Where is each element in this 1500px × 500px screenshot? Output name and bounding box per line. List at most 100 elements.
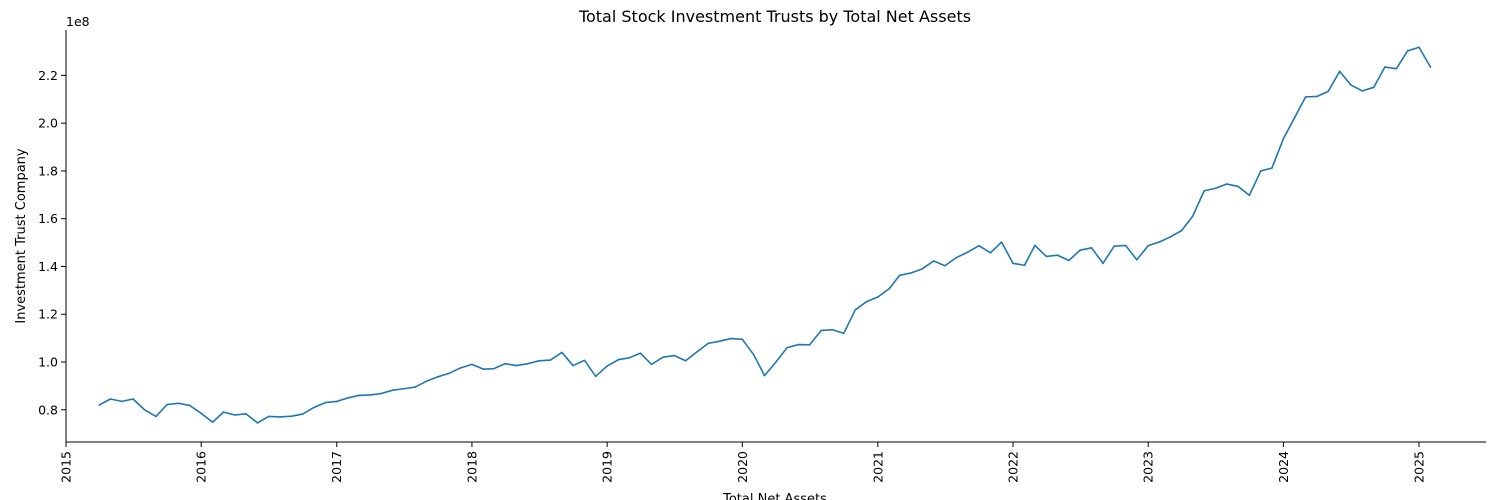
x-tick-label: 2024 xyxy=(1276,451,1291,483)
data-point xyxy=(188,404,191,407)
data-point xyxy=(143,408,146,411)
data-point xyxy=(572,364,574,367)
x-tick-label: 2023 xyxy=(1141,451,1156,483)
data-point xyxy=(211,421,214,423)
data-point xyxy=(808,343,811,346)
data-point xyxy=(865,301,868,303)
data-point xyxy=(944,264,946,267)
data-point xyxy=(402,387,405,390)
data-point xyxy=(98,404,101,406)
y-tick-label: 1.2 xyxy=(38,307,58,322)
data-point xyxy=(1372,86,1375,89)
data-point xyxy=(290,415,293,418)
data-point xyxy=(301,413,304,415)
data-point xyxy=(786,346,788,349)
x-tick-label: 2016 xyxy=(194,451,209,483)
data-point xyxy=(1327,90,1330,93)
data-point xyxy=(1102,262,1104,265)
data-point xyxy=(1113,245,1115,247)
data-point xyxy=(267,415,270,418)
data-point xyxy=(482,368,485,370)
y-tick-label: 1.4 xyxy=(38,259,58,274)
data-point xyxy=(877,296,879,298)
data-point xyxy=(1237,185,1240,188)
data-point xyxy=(955,256,958,259)
data-point xyxy=(1191,215,1194,218)
data-point xyxy=(978,244,980,247)
data-point xyxy=(324,401,327,404)
data-point xyxy=(1350,84,1352,86)
data-point xyxy=(696,350,698,353)
data-point xyxy=(1316,95,1318,98)
data-point xyxy=(1203,189,1205,192)
data-point xyxy=(1023,264,1026,267)
data-point xyxy=(842,332,845,335)
data-point xyxy=(414,386,417,388)
data-point xyxy=(718,340,721,343)
data-point xyxy=(888,287,891,290)
data-point xyxy=(1124,244,1127,247)
data-point xyxy=(391,389,394,391)
y-tick-label: 1.6 xyxy=(38,211,58,226)
x-tick-label: 2021 xyxy=(870,451,885,483)
data-point xyxy=(155,415,157,418)
y-tick-label: 1.0 xyxy=(38,354,58,369)
data-point xyxy=(1169,236,1171,238)
series-line xyxy=(98,46,1432,424)
data-point xyxy=(1225,183,1228,185)
data-point xyxy=(820,329,822,332)
data-point xyxy=(1384,66,1386,68)
y-scale-label: 1e8 xyxy=(66,14,90,29)
data-point xyxy=(1418,46,1420,48)
data-point xyxy=(313,406,315,409)
data-point xyxy=(673,354,675,357)
data-point xyxy=(1406,50,1409,52)
data-point xyxy=(775,361,777,363)
y-axis-ticks: 0.8 1.0 1.2 1.4 1.6 1.8 2.0 2.2 xyxy=(38,68,66,417)
data-point xyxy=(234,414,236,416)
y-axis-label: Investment Trust Company xyxy=(14,148,29,324)
data-point xyxy=(1248,194,1251,197)
data-point xyxy=(967,251,969,253)
data-point xyxy=(369,394,371,396)
data-point xyxy=(245,413,247,415)
y-tick-label: 0.8 xyxy=(38,402,58,417)
x-tick-label: 2019 xyxy=(600,451,615,483)
x-axis-ticks: 2015 2016 2017 2018 2019 2020 2021 2022 2023 2024… xyxy=(59,442,1426,483)
data-point xyxy=(109,398,112,400)
data-point xyxy=(684,359,687,362)
data-point xyxy=(921,268,924,270)
data-point xyxy=(222,411,225,413)
data-point xyxy=(797,343,800,346)
data-point xyxy=(177,402,180,405)
data-point xyxy=(538,359,540,362)
data-point xyxy=(357,394,360,397)
data-point xyxy=(335,400,338,403)
data-point xyxy=(132,398,134,400)
data-point xyxy=(380,392,382,395)
x-axis-label: Total Net Assets xyxy=(722,492,827,500)
chart-title: Total Stock Investment Trusts by Total N… xyxy=(578,7,971,26)
data-point xyxy=(932,260,935,262)
y-tick-label: 2.2 xyxy=(38,68,58,83)
data-point xyxy=(831,328,834,331)
data-point xyxy=(1147,244,1150,247)
data-point xyxy=(628,357,630,359)
data-point xyxy=(741,338,744,341)
data-point xyxy=(121,400,123,403)
data-point xyxy=(1214,187,1217,190)
x-tick-label: 2025 xyxy=(1411,451,1426,483)
data-point xyxy=(1068,259,1070,262)
data-point xyxy=(256,422,259,424)
data-point xyxy=(898,274,901,277)
data-point xyxy=(1000,241,1003,243)
data-point xyxy=(707,342,710,345)
data-point xyxy=(1282,137,1285,140)
data-point xyxy=(1158,241,1161,243)
data-point xyxy=(650,363,653,366)
data-point xyxy=(1338,70,1341,73)
data-point xyxy=(662,356,664,359)
data-point xyxy=(279,416,281,418)
x-tick-label: 2018 xyxy=(464,451,479,483)
